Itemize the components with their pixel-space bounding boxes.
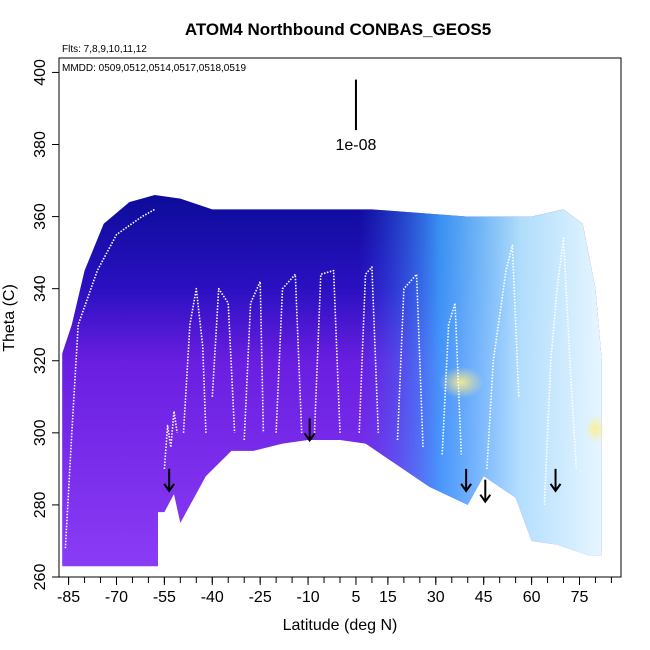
x-tick-label: 75: [571, 589, 589, 606]
arrow-head: [479, 494, 492, 504]
y-axis: 260 280 300 320 340 360 380 400: [32, 59, 59, 590]
profile-line: [313, 269, 341, 433]
y-axis-label: Theta (C): [1, 284, 18, 352]
profile-lines: [64, 208, 578, 549]
y-tick-label: 280: [32, 491, 49, 518]
y-tick-label: 340: [32, 275, 49, 302]
x-axis: -85 -70 -55 -40 -25 -10 5 15 30 45 60 75: [57, 577, 612, 606]
field-peak: [585, 415, 606, 444]
arrow-marker: [460, 468, 472, 493]
x-tick-label: -40: [201, 589, 224, 606]
chart-title: ATOM4 Northbound CONBAS_GEOS5: [185, 20, 491, 39]
arrow-marker: [163, 468, 175, 493]
x-tick-label: -85: [57, 589, 80, 606]
scale-bar-label: 1e-08: [336, 137, 377, 154]
x-tick-label: 60: [523, 589, 541, 606]
profile-line: [441, 302, 463, 455]
profile-line: [163, 410, 178, 469]
y-tick-label: 360: [32, 203, 49, 230]
arrow-head: [163, 483, 175, 493]
x-tick-label: 15: [379, 589, 397, 606]
profile-line: [486, 244, 520, 469]
y-tick-label: 260: [32, 564, 49, 591]
y-tick-label: 320: [32, 347, 49, 374]
y-tick-label: 380: [32, 131, 49, 158]
dates-note: MMDD: 0509,0512,0514,0517,0518,0519: [62, 63, 246, 74]
arrow-marker: [549, 468, 562, 493]
y-tick-label: 300: [32, 419, 49, 446]
profile-line: [358, 266, 380, 433]
arrow-markers: [163, 418, 562, 504]
arrow-head: [303, 432, 316, 443]
scale-bar: 1e-08: [336, 79, 377, 154]
x-tick-label: 5: [352, 589, 361, 606]
arrow-marker: [479, 479, 492, 504]
profile-line: [182, 287, 207, 433]
heatmap-field: [62, 194, 606, 567]
plot-area: [62, 194, 606, 567]
x-tick-label: -25: [249, 589, 272, 606]
field-peak: [439, 366, 484, 399]
arrow-marker: [303, 418, 316, 443]
x-tick-label: -70: [105, 589, 128, 606]
profile-line: [211, 287, 236, 433]
flights-note: Flts: 7,8,9,10,11,12: [62, 44, 147, 55]
arrow-head: [460, 483, 472, 493]
field-highlat-overlay: [62, 194, 602, 567]
y-tick-label: 400: [32, 59, 49, 86]
x-axis-label: Latitude (deg N): [283, 617, 398, 634]
profile-line: [543, 237, 578, 505]
x-tick-label: 30: [427, 589, 445, 606]
x-tick-label: -10: [297, 589, 320, 606]
x-tick-label: 45: [475, 589, 493, 606]
profile-line: [275, 273, 303, 433]
x-tick-label: -55: [153, 589, 176, 606]
arrow-head: [549, 483, 562, 493]
profile-line: [396, 273, 424, 448]
